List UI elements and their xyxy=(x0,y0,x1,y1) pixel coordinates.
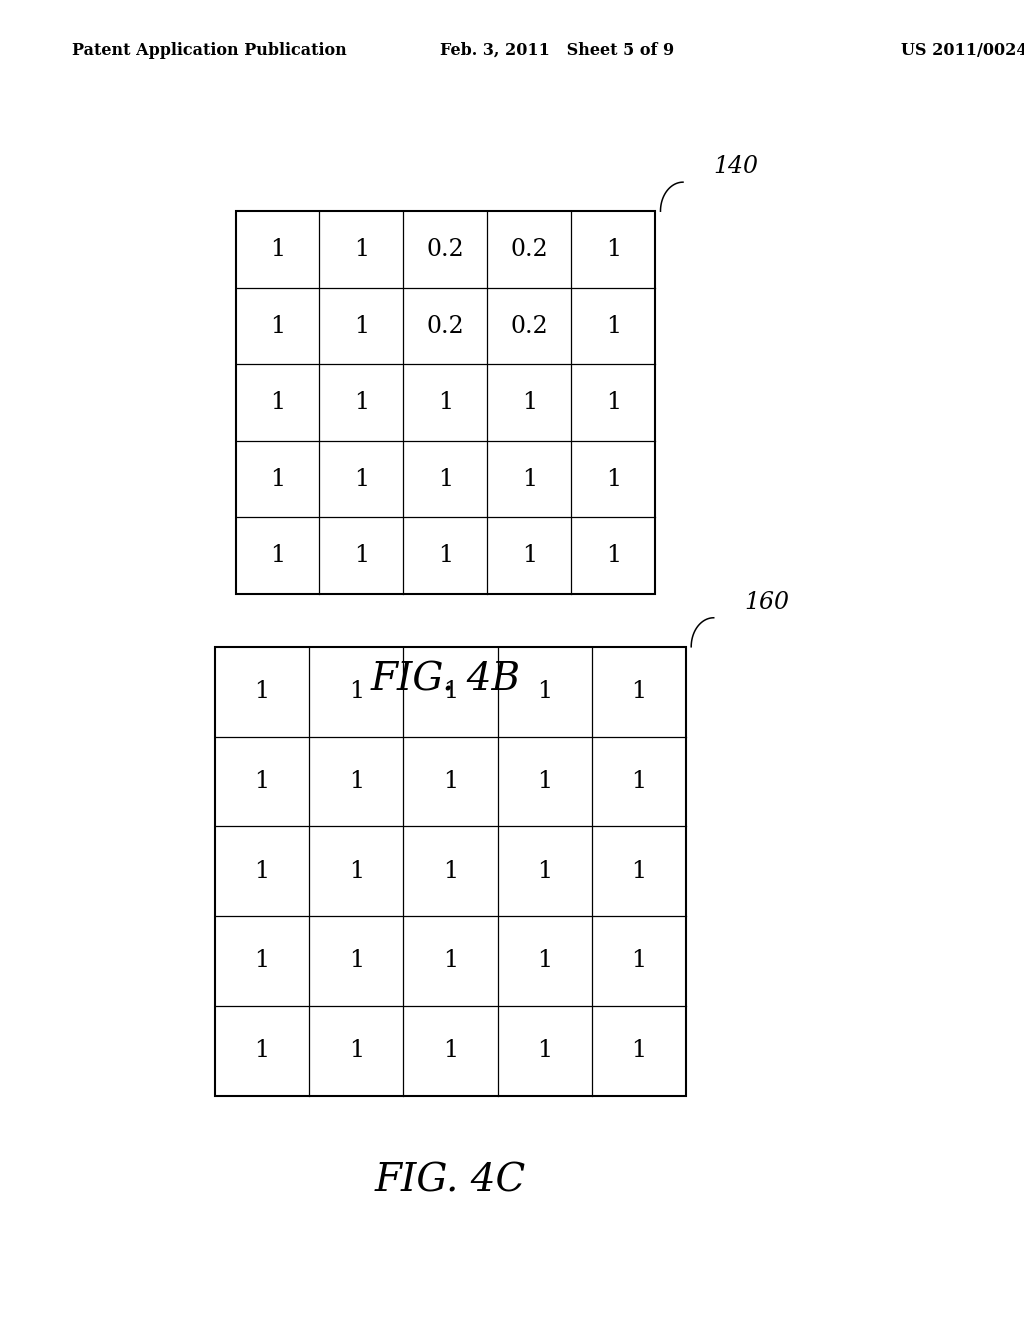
Text: 1: 1 xyxy=(438,544,453,568)
Text: 1: 1 xyxy=(354,467,369,491)
Text: 1: 1 xyxy=(255,1039,269,1063)
Text: 1: 1 xyxy=(438,391,453,414)
Text: US 2011/0024505 A1: US 2011/0024505 A1 xyxy=(901,42,1024,58)
Text: 1: 1 xyxy=(522,467,537,491)
Text: 1: 1 xyxy=(270,238,285,261)
Text: 1: 1 xyxy=(632,1039,646,1063)
Text: 1: 1 xyxy=(354,544,369,568)
Text: 0.2: 0.2 xyxy=(427,314,464,338)
Text: 1: 1 xyxy=(349,1039,364,1063)
Text: 1: 1 xyxy=(443,859,458,883)
Text: 1: 1 xyxy=(606,544,621,568)
Text: 160: 160 xyxy=(744,591,790,614)
Text: 1: 1 xyxy=(538,859,552,883)
Bar xyxy=(215,647,686,1096)
Text: 1: 1 xyxy=(438,467,453,491)
Text: 1: 1 xyxy=(354,391,369,414)
Text: 1: 1 xyxy=(255,859,269,883)
Text: 1: 1 xyxy=(606,391,621,414)
Text: FIG. 4C: FIG. 4C xyxy=(375,1163,526,1200)
Text: 1: 1 xyxy=(443,1039,458,1063)
Text: 1: 1 xyxy=(270,314,285,338)
Text: 1: 1 xyxy=(632,859,646,883)
Text: 1: 1 xyxy=(538,1039,552,1063)
Text: 1: 1 xyxy=(522,391,537,414)
Text: 1: 1 xyxy=(632,770,646,793)
Text: 1: 1 xyxy=(270,467,285,491)
Text: 1: 1 xyxy=(606,467,621,491)
Text: Feb. 3, 2011   Sheet 5 of 9: Feb. 3, 2011 Sheet 5 of 9 xyxy=(440,42,675,58)
Text: 1: 1 xyxy=(255,680,269,704)
Text: 1: 1 xyxy=(270,391,285,414)
Text: 0.2: 0.2 xyxy=(511,314,548,338)
Text: 1: 1 xyxy=(349,680,364,704)
Text: 1: 1 xyxy=(349,949,364,973)
Text: 1: 1 xyxy=(349,859,364,883)
Text: 1: 1 xyxy=(606,314,621,338)
Text: 1: 1 xyxy=(606,238,621,261)
Text: 1: 1 xyxy=(443,680,458,704)
Text: 1: 1 xyxy=(443,770,458,793)
Text: 1: 1 xyxy=(522,544,537,568)
Text: 1: 1 xyxy=(632,949,646,973)
Text: 1: 1 xyxy=(538,680,552,704)
Text: 1: 1 xyxy=(255,949,269,973)
Text: 1: 1 xyxy=(632,680,646,704)
Text: 0.2: 0.2 xyxy=(511,238,548,261)
Text: 1: 1 xyxy=(270,544,285,568)
Text: 1: 1 xyxy=(443,949,458,973)
Text: FIG. 4B: FIG. 4B xyxy=(371,661,520,698)
Text: 0.2: 0.2 xyxy=(427,238,464,261)
Text: Patent Application Publication: Patent Application Publication xyxy=(72,42,346,58)
Text: 1: 1 xyxy=(354,314,369,338)
Text: 140: 140 xyxy=(714,156,759,178)
Text: 1: 1 xyxy=(354,238,369,261)
Bar xyxy=(236,211,655,594)
Text: 1: 1 xyxy=(255,770,269,793)
Text: 1: 1 xyxy=(538,770,552,793)
Text: 1: 1 xyxy=(349,770,364,793)
Text: 1: 1 xyxy=(538,949,552,973)
